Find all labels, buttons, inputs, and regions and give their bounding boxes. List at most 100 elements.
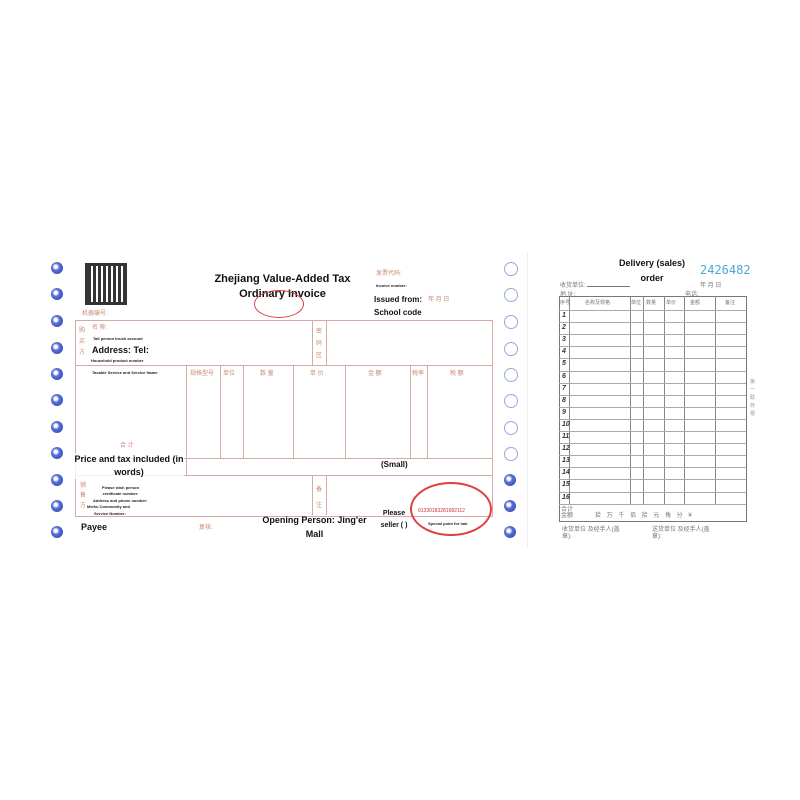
row-divider — [559, 334, 746, 336]
row-number: 9 — [562, 408, 566, 416]
perforation-hole — [504, 288, 518, 302]
col-unit: 单位 — [223, 371, 236, 377]
delivery-date: 年 月 日 — [700, 283, 722, 289]
perforation-hole — [51, 447, 63, 459]
delivery-col-header: 备注 — [725, 300, 736, 306]
perforation-hole — [504, 500, 516, 512]
col-tax-rate: 税率 — [412, 371, 425, 377]
row-divider — [559, 455, 746, 457]
buyer-address-tel: Address: Tel: — [92, 345, 149, 355]
total-label: 合 计 — [120, 443, 134, 449]
school-code: School code — [374, 308, 422, 317]
perforation-hole — [504, 421, 518, 435]
column-divider — [643, 296, 644, 504]
column-divider — [715, 296, 716, 504]
row-number: 7 — [562, 384, 566, 392]
row-divider — [559, 382, 746, 384]
side-note: 第一联 存根 — [750, 379, 756, 417]
sender-sign: 送货单位 及经手人(盖章): — [652, 527, 710, 540]
delivery-col-header: 单位 — [631, 300, 642, 306]
password-area-label: 密码区 — [316, 329, 323, 359]
small-amount-label: (Small) — [381, 460, 408, 469]
perforation-hole — [51, 474, 63, 486]
row-number: 1 — [562, 312, 566, 319]
notes-label: 备注 — [316, 487, 323, 509]
col-spec: 规格型号 — [190, 371, 215, 377]
row-divider — [559, 431, 746, 432]
row-divider — [559, 503, 746, 505]
row-divider — [559, 310, 746, 311]
col-unit-price: 单 价 — [310, 371, 324, 377]
row-number: 14 — [562, 469, 570, 477]
row-divider — [559, 479, 746, 481]
perforation-hole — [504, 526, 516, 538]
row-number: 6 — [562, 372, 566, 380]
row-number: 5 — [562, 360, 566, 368]
row-number: 2 — [562, 324, 566, 332]
stamp-number: 91330183281682112 — [418, 508, 465, 514]
qr-code — [85, 263, 127, 305]
row-divider — [559, 322, 746, 324]
seller-side-label: 销售方 — [80, 483, 87, 509]
phone-label: 电话: — [685, 292, 699, 298]
perforation-hole — [504, 474, 516, 486]
row-divider — [559, 394, 746, 396]
perforation-hole — [504, 394, 518, 408]
row-divider — [559, 370, 746, 372]
seller-taxpayer: Please wish person certificate number: — [101, 485, 140, 496]
perforation-hole — [504, 342, 518, 356]
perforation-hole — [51, 262, 63, 274]
date-label: 年 月 日 — [428, 297, 450, 303]
perforation-hole — [504, 315, 518, 329]
row-divider — [559, 358, 746, 360]
address-label: 地 址: — [560, 292, 576, 298]
perforation-hole — [51, 421, 63, 433]
row-divider — [559, 418, 746, 420]
perforation-hole — [51, 526, 63, 538]
invoice-code-label: 发票代码: — [376, 271, 402, 277]
col-service-name: Taxable Service and Service Name — [92, 370, 158, 375]
row-divider — [559, 491, 746, 493]
col-tax-amount: 税 额 — [450, 371, 464, 377]
page-divider — [527, 252, 528, 548]
perforation-hole — [504, 447, 518, 461]
receiver-sign: 收货单位 及经手人(盖章): — [562, 527, 620, 540]
perforation-hole — [51, 342, 63, 354]
delivery-col-header: 名称及规格 — [585, 300, 611, 306]
perforation-hole — [51, 315, 63, 327]
col-amount: 金 额 — [368, 371, 382, 377]
col-quantity: 数 量 — [260, 371, 274, 377]
perforation-hole — [51, 288, 63, 300]
total-units: 拾 万 千 佰 拾 元 角 分 ¥ — [595, 513, 692, 519]
row-divider — [559, 406, 746, 408]
delivery-col-header: 金额 — [690, 300, 701, 306]
buyer-name-label: 名 称: — [92, 325, 108, 331]
invoice-number-label: Invoice number: — [376, 283, 407, 288]
delivery-serial: 2426482 — [700, 263, 751, 277]
please-seller: Please seller ( ) — [380, 510, 408, 529]
row-number: 15 — [562, 481, 570, 489]
delivery-col-header: 单价 — [666, 300, 677, 306]
perforation-hole — [504, 262, 518, 276]
row-number: 16 — [562, 493, 570, 501]
row-number: 4 — [562, 348, 566, 356]
payee-label: Payee — [81, 522, 108, 532]
delivery-title: Delivery (sales) order — [618, 258, 686, 283]
invoice-seal — [254, 290, 304, 318]
perforation-hole — [504, 368, 518, 382]
row-number: 3 — [562, 336, 566, 344]
perforation-hole — [51, 368, 63, 380]
row-number: 11 — [562, 433, 570, 440]
machine-number: 机器编号: — [82, 311, 108, 317]
perforation-hole — [51, 500, 63, 512]
issued-from: Issued from: — [374, 295, 423, 304]
invoice-table — [75, 320, 493, 517]
seller-stamp — [410, 482, 492, 536]
reviewer-label: 复核: — [199, 525, 213, 531]
row-number: 8 — [562, 396, 566, 404]
seller-address: Address and phone number: — [93, 498, 148, 503]
row-divider — [559, 346, 746, 348]
row-divider — [559, 467, 746, 469]
column-divider — [630, 296, 631, 504]
row-number: 13 — [562, 457, 570, 465]
